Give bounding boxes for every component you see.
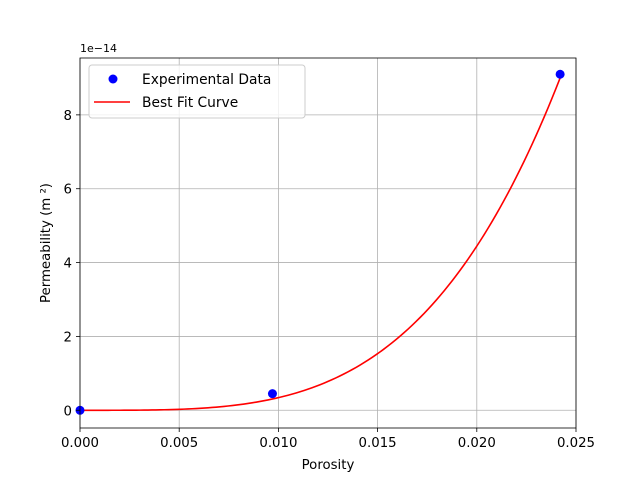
legend-label-best-fit-curve: Best Fit Curve [142,95,238,111]
legend-marker-experimental-data [108,74,118,84]
experimental-points-layer [75,69,565,415]
best-fit-curve [80,77,561,412]
y-axis-offset-text: 1e−14 [80,42,117,55]
x-tick-label: 0.000 [61,436,99,451]
x-tick-label: 0.010 [259,436,297,451]
best-fit-curve-layer [80,77,561,412]
legend-label-experimental-data: Experimental Data [142,72,271,88]
y-tick-label: 2 [64,330,72,345]
y-axis-ticks: 0 2 4 6 8 [64,109,80,419]
legend-box [88,64,306,119]
x-axis-label: Porosity [302,458,355,473]
x-tick-label: 0.015 [359,436,397,451]
x-tick-label: 0.005 [160,436,198,451]
axes-frame [79,57,577,429]
legend: Experimental Data Best Fit Curve [88,64,306,119]
y-axis-label: Permeability (m ²) [39,183,54,303]
data-point [555,69,565,79]
y-tick-label: 6 [64,183,72,198]
y-tick-label: 0 [64,404,72,419]
x-tick-label: 0.025 [557,436,595,451]
y-tick-label: 8 [64,109,72,124]
data-point [267,389,277,399]
x-tick-label: 0.020 [458,436,496,451]
x-axis-ticks: 0.000 0.005 0.010 0.015 0.020 0.025 [61,428,595,451]
y-tick-label: 4 [64,257,72,272]
